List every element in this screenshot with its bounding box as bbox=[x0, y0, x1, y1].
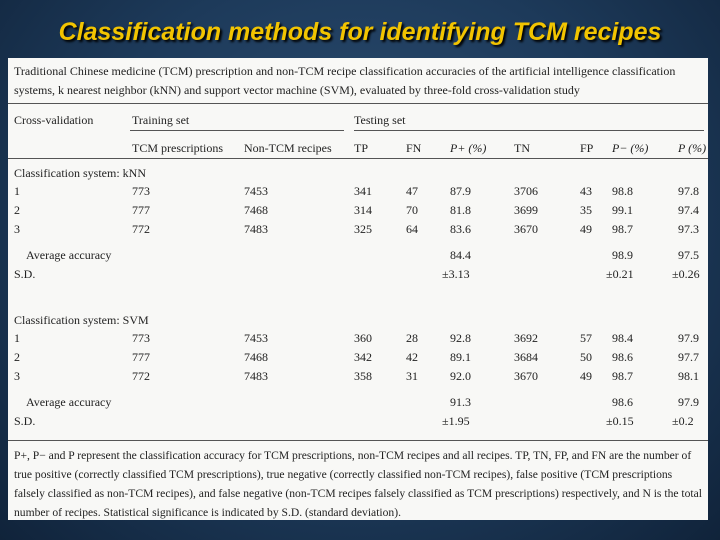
table-cell: 777 bbox=[132, 350, 150, 364]
table-cell: 1 bbox=[14, 331, 20, 345]
column-header: TP bbox=[354, 141, 369, 155]
top-rule bbox=[8, 103, 708, 104]
testing-set-rule bbox=[354, 130, 704, 131]
table-cell: 98.7 bbox=[612, 369, 633, 383]
bottom-rule bbox=[8, 440, 708, 441]
table-cell: 360 bbox=[354, 331, 372, 345]
table-cell: 3684 bbox=[514, 350, 538, 364]
slide-title: Classification methods for identifying T… bbox=[58, 18, 662, 46]
table-cell: 83.6 bbox=[450, 222, 471, 236]
table-cell: 3692 bbox=[514, 331, 538, 345]
table-cell: 772 bbox=[132, 222, 150, 236]
table-cell: 773 bbox=[132, 184, 150, 198]
table-cell: 314 bbox=[354, 203, 372, 217]
table-cell: 70 bbox=[406, 203, 418, 217]
column-header: P+ (%) bbox=[450, 141, 487, 155]
table-cell: 97.3 bbox=[678, 222, 699, 236]
table-cell: 7483 bbox=[244, 369, 268, 383]
table-cell: 1 bbox=[14, 184, 20, 198]
average-p-plus: 84.4 bbox=[450, 248, 471, 262]
table-cell: 97.4 bbox=[678, 203, 699, 217]
average-accuracy-label: Average accuracy bbox=[26, 248, 112, 262]
table-cell: 3 bbox=[14, 369, 20, 383]
header-testing-set: Testing set bbox=[354, 113, 406, 127]
table-cell: 3699 bbox=[514, 203, 538, 217]
sd-p: ±0.26 bbox=[672, 267, 700, 281]
header-rule bbox=[8, 158, 708, 159]
column-header: P (%) bbox=[678, 141, 707, 155]
table-cell: 97.7 bbox=[678, 350, 699, 364]
table-cell: 28 bbox=[406, 331, 418, 345]
average-accuracy-label: Average accuracy bbox=[26, 395, 112, 409]
table-cell: 358 bbox=[354, 369, 372, 383]
table-cell: 98.1 bbox=[678, 369, 699, 383]
table-caption: Traditional Chinese medicine (TCM) presc… bbox=[14, 64, 676, 97]
table-cell: 341 bbox=[354, 184, 372, 198]
table-cell: 3706 bbox=[514, 184, 538, 198]
table-cell: 3670 bbox=[514, 369, 538, 383]
table-cell: 7468 bbox=[244, 203, 268, 217]
table-cell: 89.1 bbox=[450, 350, 471, 364]
section-label: Classification system: SVM bbox=[14, 313, 149, 327]
table-cell: 57 bbox=[580, 331, 592, 345]
table-cell: 342 bbox=[354, 350, 372, 364]
sd-p: ±0.2 bbox=[672, 414, 694, 428]
column-header: TCM prescriptions bbox=[132, 141, 223, 155]
table-cell: 97.8 bbox=[678, 184, 699, 198]
table-cell: 2 bbox=[14, 203, 20, 217]
average-p-plus: 91.3 bbox=[450, 395, 471, 409]
table-cell: 7483 bbox=[244, 222, 268, 236]
table-cell: 3 bbox=[14, 222, 20, 236]
table-cell: 97.9 bbox=[678, 331, 699, 345]
table-panel: Traditional Chinese medicine (TCM) presc… bbox=[8, 58, 708, 520]
sd-p-plus: ±3.13 bbox=[442, 267, 470, 281]
section-label: Classification system: kNN bbox=[14, 166, 146, 180]
table-cell: 98.6 bbox=[612, 350, 633, 364]
table-cell: 42 bbox=[406, 350, 418, 364]
sd-label: S.D. bbox=[14, 414, 36, 428]
average-p-minus: 98.9 bbox=[612, 248, 633, 262]
table-cell: 773 bbox=[132, 331, 150, 345]
average-p-minus: 98.6 bbox=[612, 395, 633, 409]
table-cell: 64 bbox=[406, 222, 418, 236]
column-header: FP bbox=[580, 141, 594, 155]
training-set-rule bbox=[130, 130, 344, 131]
table-cell: 47 bbox=[406, 184, 418, 198]
column-header: FN bbox=[406, 141, 422, 155]
table-cell: 777 bbox=[132, 203, 150, 217]
table-cell: 99.1 bbox=[612, 203, 633, 217]
table-cell: 7453 bbox=[244, 184, 268, 198]
table-cell: 98.8 bbox=[612, 184, 633, 198]
average-p: 97.5 bbox=[678, 248, 699, 262]
table-cell: 50 bbox=[580, 350, 592, 364]
table-cell: 49 bbox=[580, 222, 592, 236]
average-p: 97.9 bbox=[678, 395, 699, 409]
table-cell: 87.9 bbox=[450, 184, 471, 198]
column-header: P− (%) bbox=[612, 141, 649, 155]
sd-p-plus: ±1.95 bbox=[442, 414, 470, 428]
table-cell: 7468 bbox=[244, 350, 268, 364]
table-cell: 43 bbox=[580, 184, 592, 198]
table-cell: 3670 bbox=[514, 222, 538, 236]
table-cell: 35 bbox=[580, 203, 592, 217]
table-cell: 31 bbox=[406, 369, 418, 383]
sd-p-minus: ±0.21 bbox=[606, 267, 634, 281]
table-cell: 98.7 bbox=[612, 222, 633, 236]
header-training-set: Training set bbox=[132, 113, 190, 127]
table-cell: 7453 bbox=[244, 331, 268, 345]
table-cell: 49 bbox=[580, 369, 592, 383]
table-cell: 2 bbox=[14, 350, 20, 364]
column-header: Non-TCM recipes bbox=[244, 141, 332, 155]
sd-label: S.D. bbox=[14, 267, 36, 281]
table-cell: 92.0 bbox=[450, 369, 471, 383]
column-header: TN bbox=[514, 141, 530, 155]
table-cell: 772 bbox=[132, 369, 150, 383]
table-cell: 98.4 bbox=[612, 331, 633, 345]
header-cross-validation: Cross-validation bbox=[14, 113, 94, 127]
table-footnote: P+, P− and P represent the classificatio… bbox=[14, 449, 703, 519]
table-cell: 325 bbox=[354, 222, 372, 236]
sd-p-minus: ±0.15 bbox=[606, 414, 634, 428]
table-cell: 81.8 bbox=[450, 203, 471, 217]
table-cell: 92.8 bbox=[450, 331, 471, 345]
